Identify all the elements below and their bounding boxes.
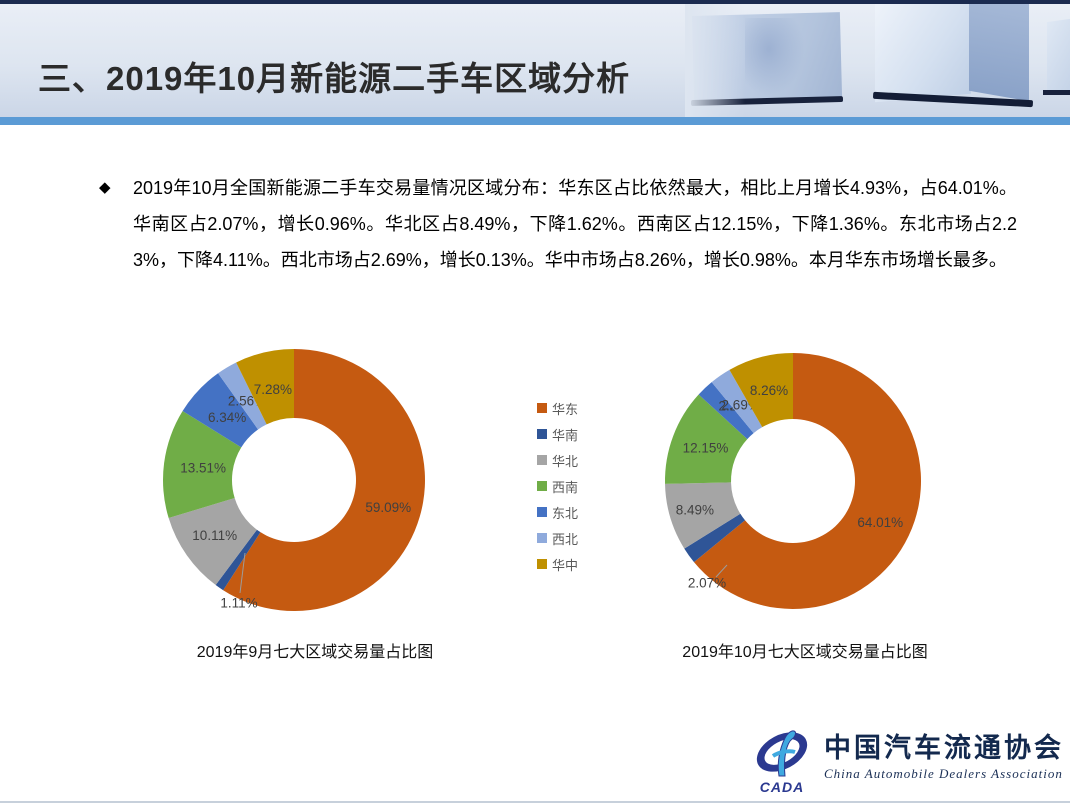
slice-label-华中: 8.26% (750, 383, 788, 398)
legend-swatch-icon (537, 481, 547, 491)
donut-slice-华南 (215, 529, 261, 591)
donut-slice-华北 (168, 498, 257, 586)
donut-chart-september: 59.09%1.11%10.11%13.51%6.34%2.56%7.28% (163, 349, 425, 611)
slice-label-华东: 64.01% (857, 515, 903, 530)
page-title: 三、2019年10月新能源二手车区域分析 (38, 60, 631, 97)
header-cubes-photo (685, 4, 1070, 117)
cada-logo-mark: CADA (746, 726, 818, 795)
chart-caption-september: 2019年9月七大区域交易量占比图 (196, 644, 434, 661)
legend-swatch-icon (537, 507, 547, 517)
cube-right-face (969, 4, 1029, 102)
legend-swatch-icon (537, 559, 547, 569)
cada-acronym: CADA (759, 779, 805, 795)
donut-slice-西南 (664, 394, 748, 484)
donut-slice-东北 (698, 382, 754, 440)
legend-item: 华南 (537, 421, 578, 447)
donut-slice-华东 (223, 349, 425, 611)
cada-logo: CADA 中国汽车流通协会 China Automobile Dealers A… (746, 726, 1064, 795)
legend-item: 华北 (537, 447, 578, 473)
legend-item: 华中 (537, 551, 578, 577)
cube-map-texture (745, 18, 805, 96)
donut-slice-华北 (665, 482, 741, 549)
donut-slice-西南 (163, 411, 242, 519)
chart-legend: 华东华南华北西南东北西北华中 (537, 395, 578, 577)
slice-label-华北: 8.49% (676, 503, 714, 518)
legend-swatch-icon (537, 533, 547, 543)
slice-label-华南: 2.07% (688, 576, 726, 591)
donut-slice-东北 (182, 373, 259, 448)
cube-left-face (875, 4, 971, 103)
donut-slice-华中 (236, 349, 294, 425)
diamond-bullet-icon: ◆ (99, 179, 111, 196)
org-name-english: China Automobile Dealers Association (824, 766, 1063, 781)
slice-label-西南: 13.51% (180, 461, 226, 476)
label-leader-line (715, 564, 728, 578)
legend-label: 华北 (552, 453, 579, 469)
legend-label: 西南 (552, 479, 579, 495)
slice-label-西南: 12.15% (683, 441, 729, 456)
legend-item: 西北 (537, 525, 578, 551)
bottom-divider-line (0, 801, 1070, 803)
legend-item: 东北 (537, 499, 578, 525)
donut-chart-october: 64.01%2.07%8.49%12.15%2.23%2.69%8.26% (664, 353, 922, 609)
legend-label: 华中 (552, 557, 579, 573)
blue-accent-strip (0, 117, 1070, 125)
donut-slice-西北 (218, 362, 267, 430)
slice-label-华南: 1.11% (220, 596, 257, 611)
summary-paragraph: 2019年10月全国新能源二手车交易量情况区域分布：华东区占比依然最大，相比上月… (133, 178, 1017, 270)
slice-label-华东: 59.09% (365, 500, 411, 515)
legend-item: 西南 (537, 473, 578, 499)
org-name-chinese: 中国汽车流通协会 (824, 733, 1064, 763)
chart-caption-october: 2019年10月七大区域交易量占比图 (682, 644, 928, 661)
donut-slice-华南 (684, 513, 746, 563)
slice-label-东北: 6.34% (208, 410, 246, 425)
legend-label: 华南 (552, 427, 579, 443)
cube-shadow (1043, 90, 1070, 95)
legend-swatch-icon (537, 429, 547, 439)
legend-label: 东北 (552, 505, 579, 521)
cada-names: 中国汽车流通协会 China Automobile Dealers Associ… (824, 726, 1064, 782)
donut-slice-西北 (711, 369, 763, 434)
legend-label: 华东 (552, 401, 579, 417)
label-leader-line (239, 552, 246, 594)
legend-swatch-icon (537, 455, 547, 465)
header-band: 三、2019年10月新能源二手车区域分析 (0, 4, 1070, 117)
legend-label: 西北 (552, 531, 579, 547)
slice-label-华中: 7.28% (254, 382, 292, 397)
legend-swatch-icon (537, 403, 547, 413)
legend-item: 华东 (537, 395, 578, 421)
top-navy-bar (0, 0, 1070, 4)
donut-slice-华东 (694, 353, 922, 609)
donut-slice-华中 (729, 353, 793, 428)
photo-left-fade (685, 4, 745, 117)
cada-logo-icon (756, 730, 808, 777)
slice-label-华北: 10.11% (192, 528, 237, 543)
cube-partial-face (1047, 17, 1070, 95)
